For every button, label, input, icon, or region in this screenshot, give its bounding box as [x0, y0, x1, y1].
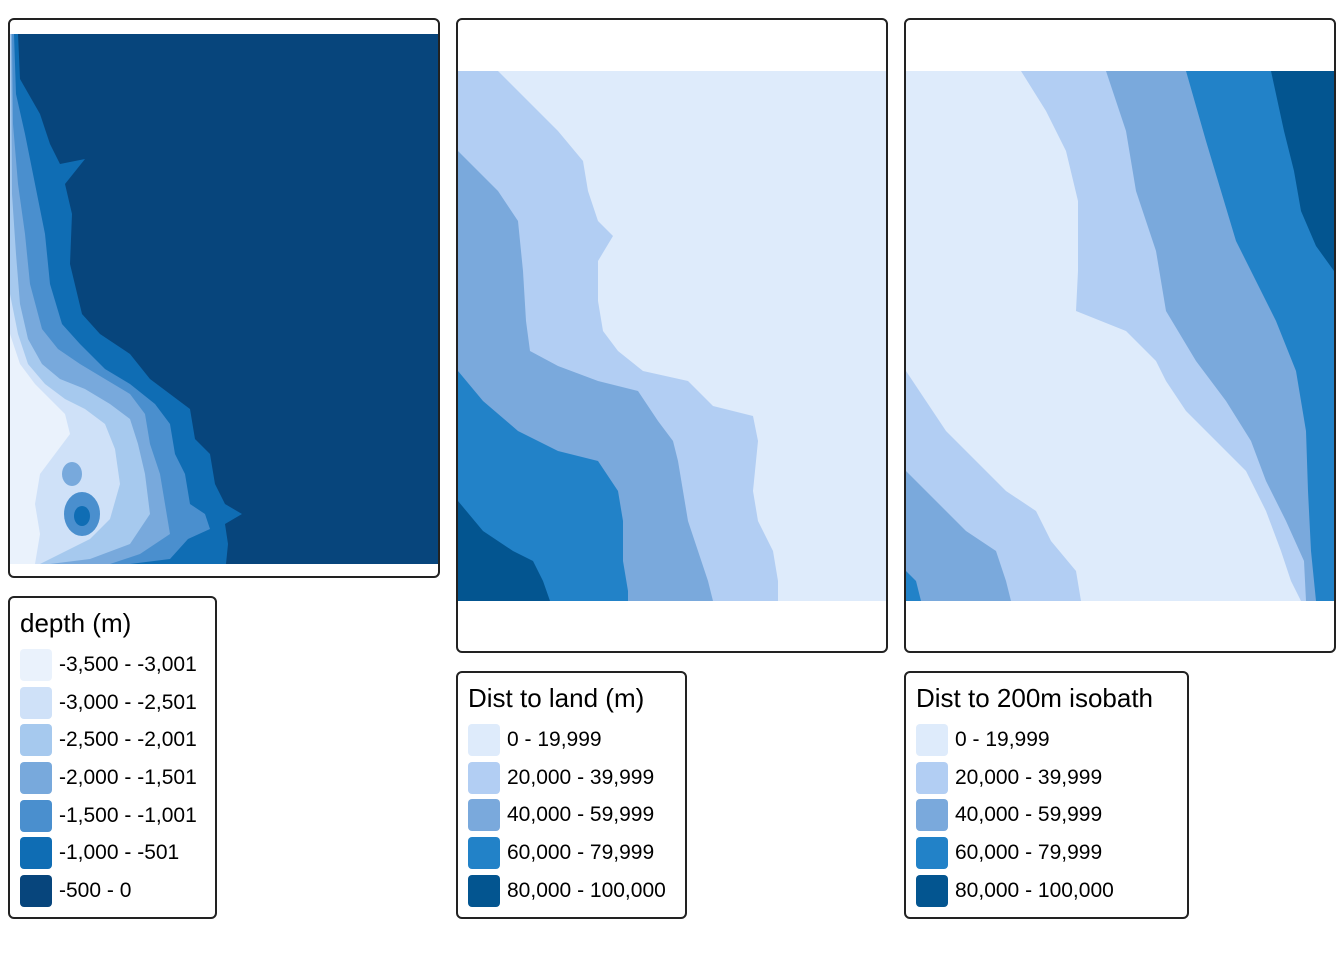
legend-item: 40,000 - 59,999: [916, 796, 1177, 834]
legend-label: -1,000 - -501: [59, 841, 180, 865]
legend-item: -2,000 - -1,501: [20, 759, 205, 797]
dist-isobath-legend-rows: 0 - 19,999 20,000 - 39,999 40,000 - 59,999…: [916, 721, 1177, 909]
legend-item: 60,000 - 79,999: [916, 834, 1177, 872]
depth-raster: [10, 34, 438, 564]
legend-label: 20,000 - 39,999: [955, 765, 1103, 789]
legend-label: -3,000 - -2,501: [59, 690, 197, 714]
legend-item: 80,000 - 100,000: [916, 872, 1177, 910]
legend-label: 40,000 - 59,999: [955, 803, 1103, 827]
depth-map-frame: [8, 18, 440, 578]
legend-swatch: [468, 799, 500, 832]
dist-land-map-frame: [456, 18, 888, 653]
legend-label: -3,500 - -3,001: [59, 652, 197, 676]
dist-isobath-class-80000: [1271, 71, 1334, 271]
legend-swatch: [916, 836, 948, 869]
legend-swatch: [20, 648, 52, 681]
depth-legend-rows: -3,500 - -3,001 -3,000 - -2,501 -2,500 - -…: [20, 646, 205, 910]
legend-label: 60,000 - 79,999: [955, 840, 1103, 864]
legend-swatch: [916, 761, 948, 794]
legend-item: -3,000 - -2,501: [20, 684, 205, 722]
legend-swatch: [916, 874, 948, 907]
legend-label: -500 - 0: [59, 878, 132, 902]
legend-swatch: [20, 724, 52, 757]
dist-land-raster: [458, 71, 886, 601]
legend-swatch: [20, 874, 52, 907]
dist-isobath-class-40000-corner: [906, 471, 1011, 601]
legend-label: 60,000 - 79,999: [507, 840, 655, 864]
legend-item: 0 - 19,999: [468, 721, 675, 759]
legend-item: 20,000 - 39,999: [468, 759, 675, 797]
dist-isobath-raster: [906, 71, 1334, 601]
legend-swatch: [20, 761, 52, 794]
legend-swatch: [20, 686, 52, 719]
legend-item: -500 - 0: [20, 872, 205, 910]
legend-swatch: [468, 836, 500, 869]
legend-label: 0 - 19,999: [955, 727, 1050, 751]
legend-label: -1,500 - -1,001: [59, 803, 197, 827]
legend-item: -2,500 - -2,001: [20, 721, 205, 759]
legend-label: 20,000 - 39,999: [507, 765, 655, 789]
legend-item: 40,000 - 59,999: [468, 796, 675, 834]
legend-swatch: [468, 874, 500, 907]
dist-land-legend-rows: 0 - 19,999 20,000 - 39,999 40,000 - 59,999…: [468, 721, 675, 909]
legend-item: 0 - 19,999: [916, 721, 1177, 759]
depth-seamount-small: [62, 462, 82, 486]
depth-class-3500: [10, 334, 70, 564]
legend-label: 40,000 - 59,999: [507, 803, 655, 827]
legend-item: -3,500 - -3,001: [20, 646, 205, 684]
legend-swatch: [916, 799, 948, 832]
dist-isobath-legend-title: Dist to 200m isobath: [916, 683, 1154, 713]
legend-swatch: [20, 837, 52, 870]
legend-swatch: [20, 799, 52, 832]
depth-seamount-inner: [74, 506, 90, 526]
dist-isobath-map-frame: [904, 18, 1336, 653]
depth-legend-title: depth (m): [20, 608, 132, 638]
legend-item: 20,000 - 39,999: [916, 759, 1177, 797]
legend-label: -2,500 - -2,001: [59, 728, 197, 752]
dist-isobath-class-60000-corner: [906, 571, 921, 601]
dist-land-legend: Dist to land (m) 0 - 19,999 20,000 - 39,9…: [456, 671, 687, 919]
legend-item: 60,000 - 79,999: [468, 834, 675, 872]
legend-label: 0 - 19,999: [507, 727, 602, 751]
legend-swatch: [916, 723, 948, 756]
dist-isobath-class-0: [906, 71, 1301, 601]
dist-land-class-80000: [458, 501, 550, 601]
legend-item: 80,000 - 100,000: [468, 872, 675, 910]
legend-swatch: [468, 761, 500, 794]
legend-label: -2,000 - -1,501: [59, 765, 197, 789]
legend-label: 80,000 - 100,000: [955, 878, 1114, 902]
legend-item: -1,000 - -501: [20, 834, 205, 872]
legend-item: -1,500 - -1,001: [20, 797, 205, 835]
depth-legend: depth (m) -3,500 - -3,001 -3,000 - -2,501…: [8, 596, 217, 919]
dist-isobath-legend: Dist to 200m isobath 0 - 19,999 20,000 - …: [904, 671, 1189, 919]
legend-label: 80,000 - 100,000: [507, 878, 666, 902]
legend-swatch: [468, 723, 500, 756]
dist-isobath-class-60000: [1186, 71, 1334, 601]
dist-land-legend-title: Dist to land (m): [468, 683, 645, 713]
